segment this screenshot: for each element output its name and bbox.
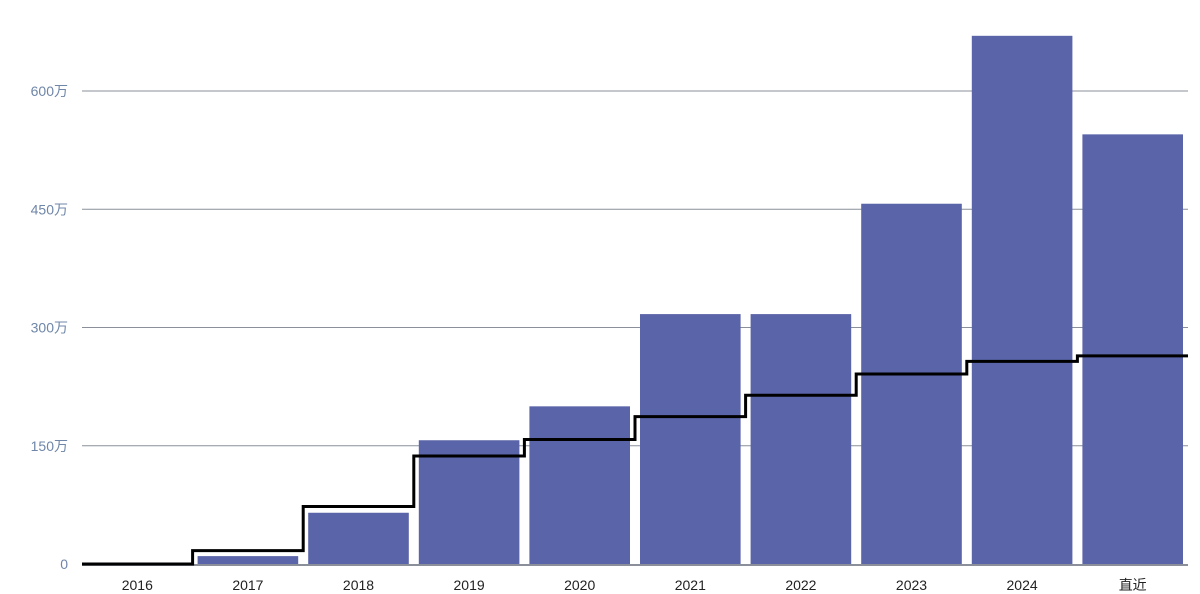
y-tick-label: 150万	[31, 438, 68, 454]
y-tick-label: 450万	[31, 201, 68, 217]
bar-2017	[197, 556, 299, 564]
bar-2023	[861, 203, 962, 564]
bar-2020	[529, 406, 630, 564]
bars	[197, 35, 1183, 565]
step-line-series	[82, 354, 1188, 566]
bar-直近	[1082, 134, 1183, 564]
x-tick-label: 2017	[232, 577, 263, 593]
bar-2019	[418, 440, 520, 564]
bar-2018	[308, 512, 409, 564]
bar-2024	[971, 35, 1073, 565]
x-tick-label: 2019	[454, 577, 485, 593]
x-tick-label: 2016	[122, 577, 153, 593]
x-tick-label: 2021	[675, 577, 706, 593]
x-tick-label: 2022	[785, 577, 816, 593]
y-tick-label: 300万	[31, 320, 68, 336]
x-tick-label: 2024	[1007, 577, 1038, 593]
bar-2021	[640, 314, 741, 564]
y-tick-label: 600万	[31, 83, 68, 99]
x-tick-label: 2018	[343, 577, 374, 593]
x-tick-label: 2023	[896, 577, 927, 593]
y-axis: 0 150万 300万 450万 600万	[31, 83, 69, 572]
x-tick-label: 直近	[1119, 577, 1147, 593]
x-axis: 2016 2017 2018 2019 2020 2021 2022 2023 2024 直近	[122, 577, 1147, 593]
bar-2022	[750, 314, 852, 564]
x-tick-label: 2020	[564, 577, 595, 593]
y-tick-label: 0	[60, 556, 68, 572]
